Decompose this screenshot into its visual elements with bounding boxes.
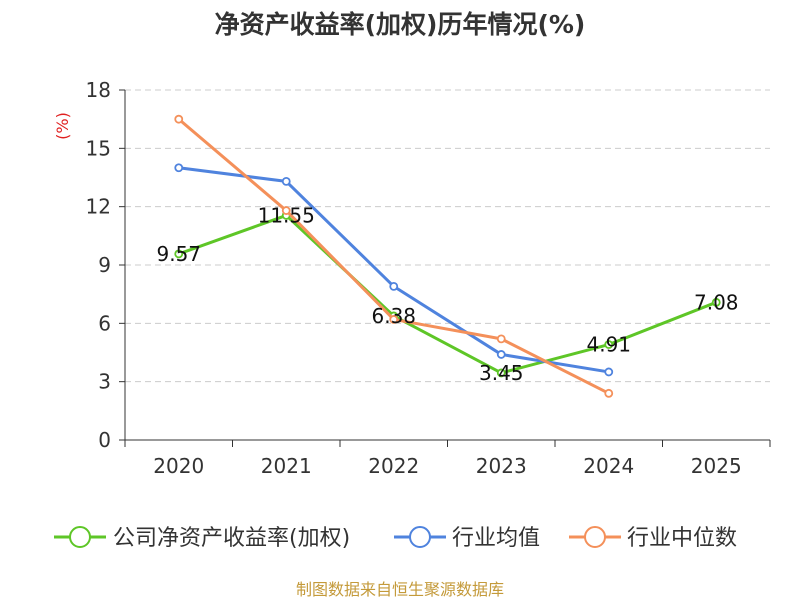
series-line-0 xyxy=(178,213,717,375)
x-tick-label: 2022 xyxy=(368,454,419,478)
data-point xyxy=(496,334,506,344)
legend: 公司净资产收益率(加权) 行业均值 行业中位数 xyxy=(54,526,737,551)
y-tick-label: 18 xyxy=(86,78,111,102)
gridlines xyxy=(125,89,770,383)
legend-marker xyxy=(409,526,431,548)
x-tick-label: 2020 xyxy=(153,454,204,478)
series-group xyxy=(174,114,721,398)
x-tick-label: 2024 xyxy=(583,454,634,478)
source-note: 制图数据来自恒生聚源数据库 xyxy=(296,580,504,599)
y-axis-unit: (%) xyxy=(53,112,72,140)
data-point xyxy=(389,315,399,324)
data-point xyxy=(711,297,721,307)
data-label: 3.45 xyxy=(479,361,524,385)
data-point xyxy=(496,368,506,378)
x-tick-label: 2023 xyxy=(476,454,527,478)
y-tick-label: 6 xyxy=(98,311,111,335)
data-label: 7.08 xyxy=(694,290,739,314)
data-point xyxy=(604,340,614,349)
data-point xyxy=(389,281,399,291)
data-point xyxy=(604,367,614,377)
y-tick-label: 0 xyxy=(98,428,111,452)
data-point xyxy=(604,388,614,398)
x-tick-label: 2025 xyxy=(691,454,742,478)
legend-label: 行业均值 xyxy=(452,526,540,551)
y-tick-label: 3 xyxy=(98,370,111,394)
y-tick-label: 9 xyxy=(98,253,111,277)
data-point xyxy=(496,350,506,359)
legend-label: 公司净资产收益率(加权) xyxy=(113,526,350,551)
data-label: 9.57 xyxy=(156,242,201,266)
y-tick-label: 12 xyxy=(86,195,111,219)
legend-marker xyxy=(584,526,606,548)
data-point xyxy=(281,206,291,215)
data-label: 4.91 xyxy=(586,333,631,357)
axes: 0 3 6 9 12 15 18 2020 2021 2022 2023 2024 2025 xyxy=(86,78,771,478)
legend-marker xyxy=(69,526,91,548)
series-line-2 xyxy=(177,118,610,395)
data-label: 6.38 xyxy=(371,304,416,328)
chart-title: 净资产收益率(加权)历年情况(%) xyxy=(215,10,586,39)
data-point xyxy=(174,114,184,124)
y-tick-label: 15 xyxy=(86,136,111,160)
series-line-1 xyxy=(178,166,609,374)
x-tick-label: 2021 xyxy=(261,454,312,478)
data-point xyxy=(281,176,291,186)
data-point xyxy=(174,249,184,259)
data-label: 11.55 xyxy=(258,203,315,227)
data-labels: 9.57 11.55 6.38 3.45 4.91 7.08 xyxy=(156,203,738,384)
legend-label: 行业中位数 xyxy=(627,526,737,551)
data-point xyxy=(174,163,184,173)
